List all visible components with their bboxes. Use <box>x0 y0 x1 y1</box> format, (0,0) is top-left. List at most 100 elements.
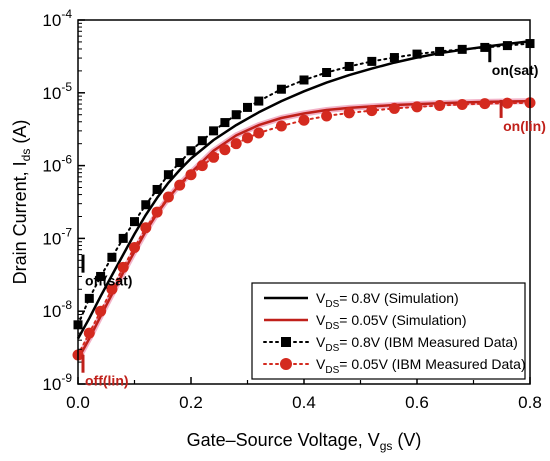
data-point-square <box>243 102 252 112</box>
y-tick-label: 10-5 <box>42 80 72 103</box>
data-point-square <box>276 84 286 94</box>
y-tick-exp: -4 <box>61 7 72 21</box>
data-point-circle <box>411 101 423 113</box>
y-tick-label: 10-4 <box>42 7 72 30</box>
data-point-circle <box>83 327 95 339</box>
y-axis: 10-910-810-710-610-510-4 <box>42 7 85 394</box>
data-point-square <box>186 146 196 156</box>
data-point-circle <box>162 191 174 203</box>
data-point-square <box>344 61 354 71</box>
y-tick-base: 10 <box>42 84 61 103</box>
data-point-circle <box>434 99 446 111</box>
x-axis-title-sub: gs <box>380 439 393 453</box>
data-point-square <box>412 49 422 59</box>
data-point-circle <box>501 97 513 109</box>
data-point-square <box>254 96 264 106</box>
data-point-circle <box>106 283 118 295</box>
data-point-circle <box>185 169 197 181</box>
data-point-circle <box>117 261 129 273</box>
data-point-square <box>502 41 512 51</box>
legend-entry-label: VDS= 0.8V (IBM Measured Data) <box>316 334 518 354</box>
x-axis-title: Gate–Source Voltage, Vgs (V) <box>187 430 422 453</box>
series-group <box>72 39 536 361</box>
y-tick-label: 10-7 <box>42 225 72 248</box>
data-point-square <box>175 158 185 168</box>
data-point-circle <box>230 138 242 150</box>
data-point-square <box>457 44 467 54</box>
legend-swatch-circle <box>280 358 292 370</box>
y-tick-exp: -7 <box>61 225 72 239</box>
annotation-label: off(sat) <box>85 273 132 289</box>
annotation-label: on(sat) <box>492 62 539 78</box>
data-point-circle <box>219 144 231 156</box>
data-point-square <box>299 75 309 85</box>
data-point-square <box>389 53 399 63</box>
data-point-circle <box>479 98 491 110</box>
data-point-circle <box>388 102 400 114</box>
y-tick-exp: -5 <box>61 80 72 94</box>
annotation-label: off(lin) <box>85 373 129 389</box>
data-point-circle <box>140 222 152 234</box>
legend-entry-label: VDS= 0.8V (Simulation) <box>316 290 459 310</box>
y-tick-base: 10 <box>42 157 61 176</box>
y-axis-title-unit: (A) <box>10 120 30 149</box>
x-tick-label: 0.0 <box>66 393 90 412</box>
data-point-square <box>130 217 139 227</box>
y-tick-label: 10-9 <box>42 371 72 394</box>
y-axis-title: Drain Current, Ids (A) <box>10 120 33 285</box>
annotations: on(sat) on(lin) off(sat) off(lin) <box>81 44 546 389</box>
x-tick-label: 0.4 <box>292 393 316 412</box>
data-point-circle <box>174 179 186 191</box>
legend-entry-label: VDS= 0.05V (IBM Measured Data) <box>316 356 526 376</box>
y-tick-base: 10 <box>42 302 61 321</box>
data-point-square <box>107 252 117 262</box>
data-point-circle <box>95 305 107 317</box>
y-tick-base: 10 <box>42 229 61 248</box>
data-point-circle <box>253 127 265 139</box>
data-point-square <box>152 184 162 194</box>
x-axis-title-main: Gate–Source Voltage, V <box>187 430 380 450</box>
y-tick-label: 10-8 <box>42 298 72 321</box>
data-point-circle <box>343 107 355 119</box>
data-point-square <box>197 136 207 146</box>
data-point-circle <box>242 132 253 144</box>
x-axis: 0.0 0.2 0.4 0.6 0.8 <box>66 377 542 412</box>
data-point-square <box>367 56 377 66</box>
x-tick-label: 0.2 <box>179 393 203 412</box>
y-tick-exp: -8 <box>61 298 72 312</box>
data-point-circle <box>196 160 208 172</box>
data-point-square <box>84 293 94 303</box>
y-tick-exp: -9 <box>61 371 72 385</box>
legend-entry-label: VDS= 0.05V (Simulation) <box>316 312 466 332</box>
data-point-square <box>480 42 490 52</box>
data-point-square <box>322 68 332 78</box>
data-point-square <box>209 126 219 136</box>
data-point-square <box>96 271 106 281</box>
x-tick-label: 0.6 <box>405 393 429 412</box>
data-point-square <box>118 233 128 243</box>
legend: VDS= 0.8V (Simulation)VDS= 0.05V (Simula… <box>251 282 526 380</box>
y-tick-base: 10 <box>42 11 61 30</box>
data-point-square <box>220 118 230 128</box>
annotation-label: on(lin) <box>503 118 546 134</box>
y-axis-title-main: Drain Current, I <box>10 161 30 284</box>
data-point-circle <box>275 120 287 132</box>
data-point-square <box>435 46 445 56</box>
x-axis-title-unit: (V) <box>392 430 421 450</box>
data-point-square <box>231 110 241 120</box>
data-point-circle <box>298 114 310 126</box>
data-point-square <box>141 200 151 210</box>
data-point-circle <box>208 151 220 163</box>
data-point-square <box>163 170 173 180</box>
legend-swatch-square <box>281 337 291 347</box>
y-tick-base: 10 <box>42 375 61 394</box>
data-point-circle <box>456 99 468 111</box>
y-tick-label: 10-6 <box>42 153 72 176</box>
y-tick-exp: -6 <box>61 153 72 167</box>
data-point-circle <box>129 241 140 253</box>
data-point-circle <box>321 110 333 122</box>
data-point-circle <box>151 206 163 218</box>
x-tick-label: 0.8 <box>518 393 542 412</box>
y-axis-title-sub: ds <box>19 149 33 162</box>
